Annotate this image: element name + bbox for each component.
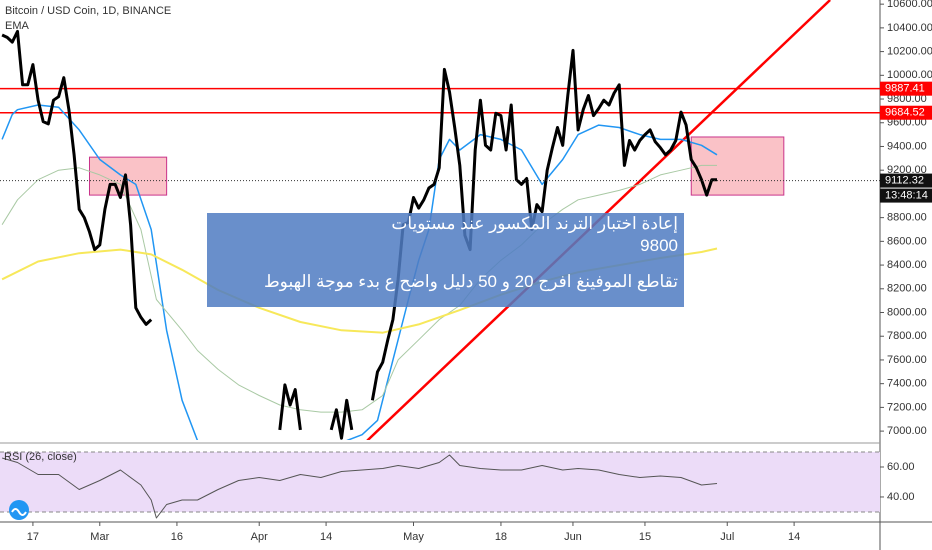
logo	[9, 500, 29, 520]
x-tick-label: 17	[27, 531, 39, 543]
annotation-line: 9800	[640, 236, 678, 255]
price-label: 9887.41	[885, 83, 925, 95]
rsi-band	[0, 451, 880, 512]
series-line	[1, 29, 717, 440]
rsi-title: RSI (26, close)	[4, 451, 77, 463]
annotation-line: إعادة اختبار الترند المكسور عند مستويات	[391, 214, 678, 233]
y-tick-label: 8000.00	[887, 306, 927, 318]
y-tick-label: 8800.00	[887, 212, 927, 224]
rsi-pane	[0, 451, 880, 519]
y-tick-label: 8200.00	[887, 283, 927, 295]
x-tick-label: Apr	[251, 531, 268, 543]
y-tick-label: 10200.00	[887, 45, 932, 57]
last-price-label: 9112.32	[885, 174, 924, 186]
y-tick-label: 7000.00	[887, 425, 927, 437]
x-tick-label: 15	[639, 531, 651, 543]
y-tick-label: 10600.00	[887, 0, 932, 10]
y-tick-label: 9800.00	[887, 93, 927, 105]
x-tick-label: Jun	[564, 531, 582, 543]
y-tick-label: 9400.00	[887, 140, 927, 152]
series-line	[1, 454, 718, 519]
x-tick-label: Jul	[720, 531, 734, 543]
price-label-bg	[880, 81, 932, 96]
x-tick-label: 14	[788, 531, 800, 543]
y-tick-label: 7400.00	[887, 378, 927, 390]
axes: 10600.0010400.0010200.0010000.009800.009…	[27, 0, 932, 543]
y-tick-label: 8600.00	[887, 235, 927, 247]
countdown-bg	[880, 188, 932, 203]
zone	[690, 136, 785, 196]
price-label: 9684.52	[885, 107, 925, 119]
x-tick-label: 18	[495, 531, 507, 543]
countdown-label: 13:48:14	[885, 189, 928, 201]
y-tick-label: 7800.00	[887, 330, 927, 342]
annotation-line: تقاطع الموفينغ افرج 20 و 50 دليل واضح ع …	[263, 272, 678, 291]
y-tick-label: 8400.00	[887, 259, 927, 271]
x-tick-label: Mar	[90, 531, 109, 543]
series-line	[1, 164, 717, 413]
x-tick-label: May	[403, 531, 424, 543]
y-tick-label: 7200.00	[887, 401, 927, 413]
y-tick-label: 10400.00	[887, 22, 932, 34]
y-tick-label: 40.00	[887, 491, 915, 503]
y-tick-label: 7600.00	[887, 354, 927, 366]
last-price-bg	[880, 173, 932, 188]
y-tick-label: 10000.00	[887, 69, 932, 81]
symbol-title: Bitcoin / USD Coin, 1D, BINANCE	[5, 5, 171, 17]
price-label-bg	[880, 105, 932, 120]
x-tick-label: 16	[171, 531, 183, 543]
y-tick-label: 60.00	[887, 461, 915, 473]
indicator-label: EMA	[5, 20, 30, 32]
y-tick-label: 9200.00	[887, 164, 927, 176]
annotation-box: إعادة اختبار الترند المكسور عند مستويات 9…	[207, 213, 684, 307]
x-tick-label: 14	[320, 531, 332, 543]
